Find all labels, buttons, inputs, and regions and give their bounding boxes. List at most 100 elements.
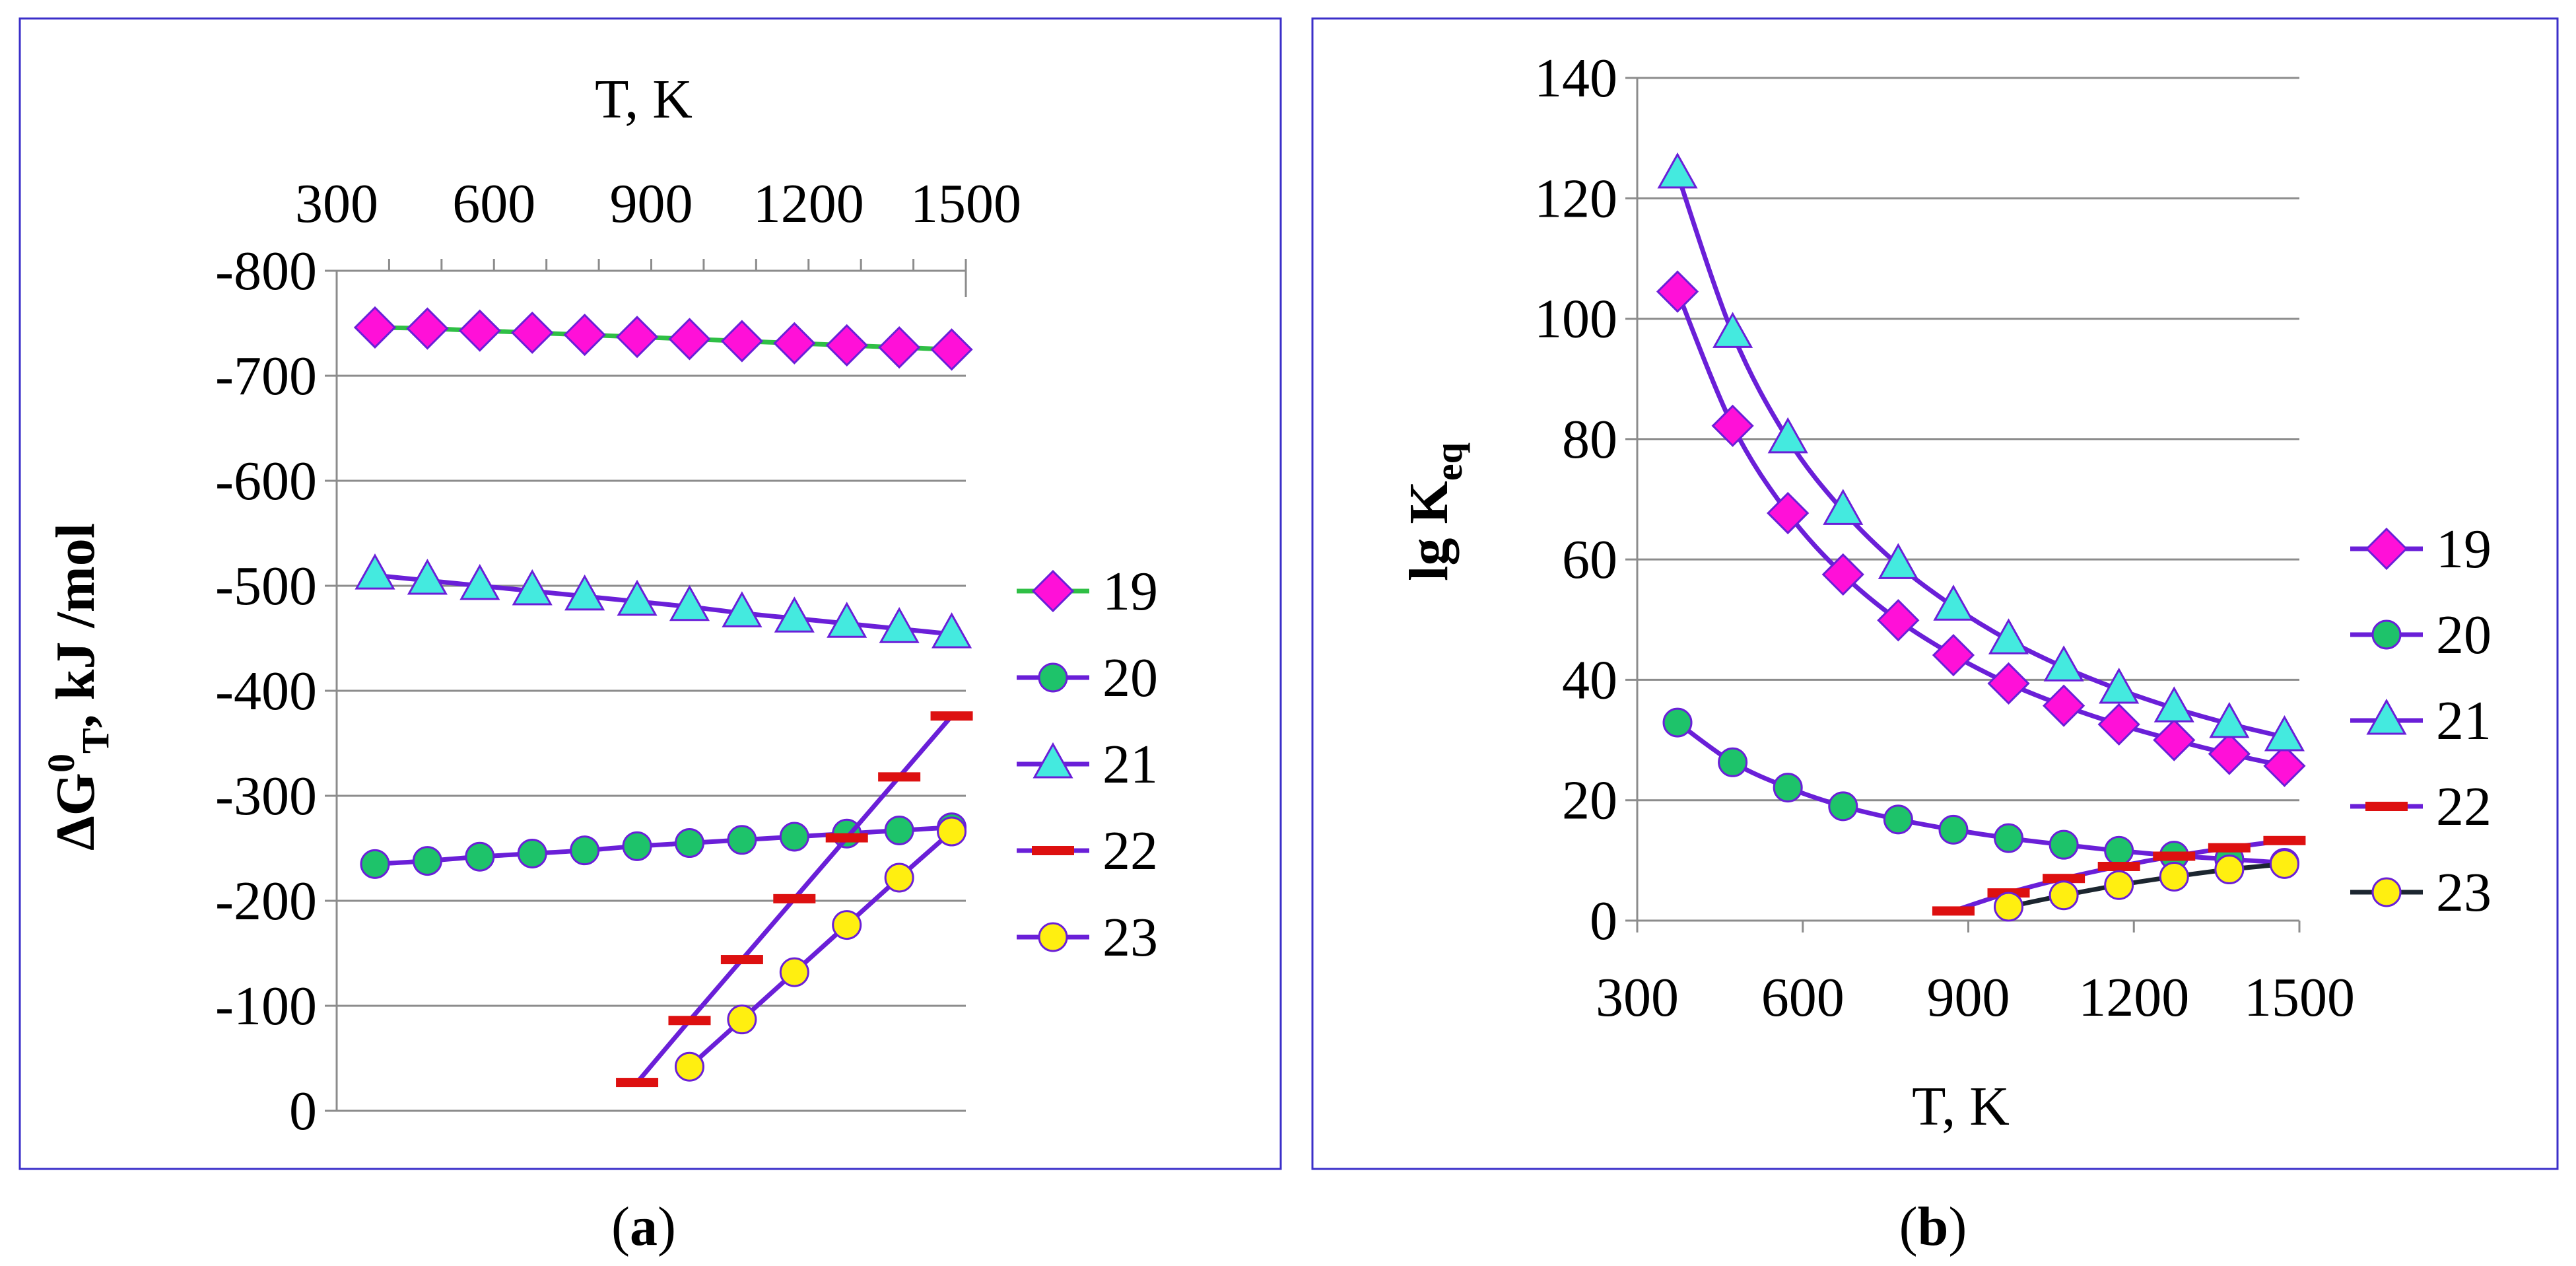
b-series-20-point (1828, 791, 1858, 822)
b-series-20-point (2104, 835, 2134, 866)
caption-a: (a) (611, 1196, 676, 1257)
a-legend-swatch-marker (1031, 569, 1075, 613)
b-series-21-point (1767, 417, 1808, 454)
b-legend-swatch-marker (2365, 527, 2408, 571)
a-series-21-point (722, 591, 763, 627)
b-legend-label: 21 (2436, 690, 2491, 752)
a-series-22-point (930, 711, 973, 721)
a-series-20-line (374, 825, 952, 866)
b-series-21-point (2153, 686, 2194, 722)
b-series-21-point (1823, 489, 1864, 525)
b-series-20-point (1662, 707, 1693, 738)
a-series-20-point (360, 849, 390, 879)
b-series-21-point (2043, 645, 2084, 682)
b-legend-swatch-marker (2371, 877, 2402, 907)
a-series-21 (355, 553, 972, 649)
b-series-23 (1994, 849, 2299, 922)
a-series-20-point (517, 838, 547, 868)
b-series-20-point (1883, 804, 1913, 835)
b-y-tick-label: 80 (1562, 409, 1617, 470)
a-y-tick-label: -600 (215, 450, 317, 512)
b-series-22-point (2043, 874, 2085, 884)
a-series-19-point (406, 307, 449, 350)
b-y-tick-label: 60 (1562, 529, 1617, 590)
b-series-19-point (1767, 491, 1810, 535)
a-series-19-point (353, 306, 397, 349)
a-series-21-point (617, 579, 658, 616)
b-y-tick-label: 0 (1590, 890, 1617, 952)
a-series-23-point (727, 1004, 757, 1035)
b-series-22-point (1932, 906, 1975, 916)
a-series-19-point (720, 320, 764, 363)
b-y-axis-title-sub: eq (1427, 442, 1470, 481)
a-x-tick-label: 900 (610, 173, 693, 234)
b-gridlines (1637, 77, 2299, 922)
a-y-tick-label: -800 (215, 240, 317, 302)
a-series-23-point (779, 957, 809, 987)
b-x-axis-title: T, K (1912, 1076, 2010, 1137)
a-x-tick-label: 1500 (910, 173, 1021, 234)
a-series-19-point (668, 318, 711, 361)
a-series-20-point (622, 831, 652, 861)
a-series-20-point (727, 825, 757, 855)
b-series-19-point (2042, 684, 2085, 727)
b-x-tick-label: 1500 (2244, 967, 2355, 1028)
a-legend: 19 20 21 22 23 (1017, 561, 1158, 968)
a-series-19-point (511, 311, 554, 354)
a-y-axis-title-sup: 0 (40, 754, 83, 773)
b-tick-labels: 0 20 40 60 80 100 120 140 300 600 900 1200 1500 (1534, 48, 2355, 1028)
a-series-22-point (773, 894, 816, 903)
a-y-tick-label: -700 (215, 345, 317, 407)
a-legend-item-19: 19 (1017, 561, 1158, 622)
b-x-tick-label: 900 (1927, 967, 2010, 1028)
b-y-tick-label: 100 (1534, 289, 1617, 350)
b-series-19-point (1987, 662, 2030, 705)
b-series-20-point (1718, 747, 1748, 777)
b-series-22-point (2153, 851, 2196, 861)
b-series-23-point (2159, 861, 2189, 892)
a-series-19-point (458, 309, 501, 352)
b-series-19-point (1932, 633, 1975, 677)
a-series-19-point (930, 328, 973, 371)
b-series-19-point (2263, 744, 2306, 787)
a-series-21-point (564, 574, 605, 611)
b-series-19-point (1821, 553, 1864, 596)
a-y-axis-title: ΔG0T, kJ /mol (40, 523, 117, 851)
a-series-22-point (720, 955, 763, 965)
b-series-19-point (2208, 732, 2251, 775)
b-series-20-point (1994, 823, 2024, 853)
b-series-21-line (1675, 173, 2286, 740)
b-series-19-point (2097, 703, 2140, 746)
a-series-21-point (512, 569, 553, 606)
a-legend-item-22: 22 (1017, 820, 1158, 882)
caption-a-letter: a (630, 1196, 658, 1257)
b-y-tick-label: 40 (1562, 649, 1617, 711)
b-y-tick-label: 140 (1534, 48, 1617, 109)
a-y-tick-label: -400 (215, 660, 317, 722)
a-series-21-point (827, 602, 867, 638)
a-series-19-point (825, 324, 868, 367)
b-series-21-point (1712, 312, 1753, 348)
a-series-22-point (825, 833, 868, 843)
a-series-23-point (937, 816, 967, 847)
a-series-19-point (563, 313, 606, 357)
a-series-22-point (616, 1078, 659, 1088)
b-series-21-point (2099, 667, 2140, 704)
a-series-23-point (832, 910, 862, 940)
b-legend-swatch-marker (2365, 802, 2408, 811)
a-y-tick-label: -100 (215, 975, 317, 1037)
b-y-tick-label: 120 (1534, 168, 1617, 229)
a-y-tick-label: -500 (215, 555, 317, 617)
a-x-tick-label: 300 (295, 173, 378, 234)
a-series-20-point (465, 841, 495, 872)
a-series-19 (353, 306, 973, 371)
b-series-22-point (2263, 835, 2306, 845)
b-series-21-point (2264, 715, 2305, 752)
b-series-21-point (1933, 584, 1974, 621)
b-y-axis-title-main: lg K (1398, 481, 1460, 581)
a-series-19-point (878, 326, 921, 369)
b-legend-label: 20 (2436, 604, 2491, 666)
b-series-23-point (2049, 880, 2079, 911)
a-series-21-point (879, 607, 920, 643)
a-legend-label: 20 (1102, 647, 1158, 709)
